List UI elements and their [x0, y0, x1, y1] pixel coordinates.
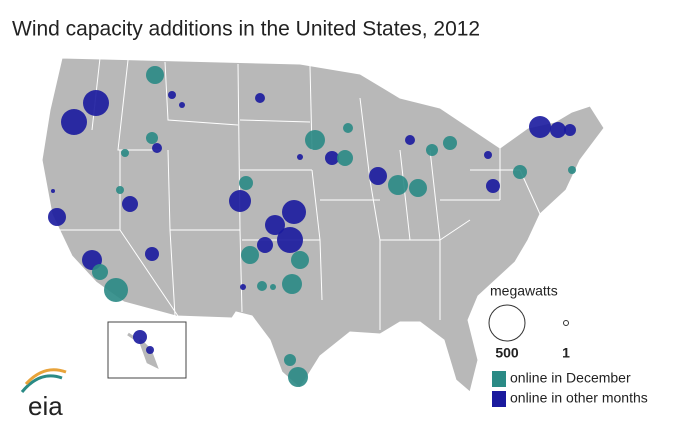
bubble: [568, 166, 576, 174]
bubble: [513, 165, 527, 179]
bubble: [146, 132, 158, 144]
bubble: [116, 186, 124, 194]
bubble: [529, 116, 551, 138]
legend-label: online in December: [510, 370, 631, 386]
bubble: [122, 196, 138, 212]
bubble: [133, 330, 147, 344]
bubble: [257, 281, 267, 291]
legend-label: online in other months: [510, 390, 648, 406]
bubble: [405, 135, 415, 145]
hawaii-islands: [127, 332, 159, 370]
bubble: [229, 190, 251, 212]
bubble: [343, 123, 353, 133]
bubble: [325, 151, 339, 165]
bubble: [297, 154, 303, 160]
bubble: [282, 274, 302, 294]
bubble: [550, 122, 566, 138]
bubble: [146, 66, 164, 84]
bubble: [305, 130, 325, 150]
bubble: [48, 208, 66, 226]
bubble: [121, 149, 129, 157]
bubble: [92, 264, 108, 280]
eia-logo: eia: [20, 368, 67, 421]
bubble: [152, 143, 162, 153]
bubble: [409, 179, 427, 197]
bubble: [564, 124, 576, 136]
legend-swatch: [492, 391, 506, 407]
bubble: [241, 246, 259, 264]
bubble: [239, 176, 253, 190]
bubble: [265, 215, 285, 235]
bubble: [179, 102, 185, 108]
legend-title: megawatts: [490, 283, 558, 299]
legend-size-circle: [488, 304, 526, 342]
bubble: [284, 354, 296, 366]
bubble: [426, 144, 438, 156]
legend-swatch: [492, 371, 506, 387]
bubble: [61, 109, 87, 135]
bubble: [282, 200, 306, 224]
legend-size-label: 1: [562, 345, 570, 361]
bubble: [145, 247, 159, 261]
bubble: [291, 251, 309, 269]
legend: megawatts 500 1 online in December online i…: [488, 283, 648, 407]
title: Wind capacity additions in the United St…: [12, 18, 480, 41]
bubble: [277, 227, 303, 253]
bubble: [83, 90, 109, 116]
bubble: [288, 367, 308, 387]
bubble: [255, 93, 265, 103]
bubble: [146, 346, 154, 354]
bubble: [270, 284, 276, 290]
bubble: [104, 278, 128, 302]
bubble: [337, 150, 353, 166]
bubble: [484, 151, 492, 159]
legend-size-circle: [563, 320, 569, 326]
bubble: [388, 175, 408, 195]
us-map: [41, 57, 605, 393]
bubble: [257, 237, 273, 253]
logo-text: eia: [28, 391, 63, 421]
bubble: [168, 91, 176, 99]
project-bubbles: [48, 66, 576, 387]
us-outline: [41, 57, 605, 393]
bubble: [51, 189, 55, 193]
legend-size-label: 500: [495, 345, 519, 361]
bubble: [443, 136, 457, 150]
bubble: [240, 284, 246, 290]
bubble: [486, 179, 500, 193]
bubble: [369, 167, 387, 185]
